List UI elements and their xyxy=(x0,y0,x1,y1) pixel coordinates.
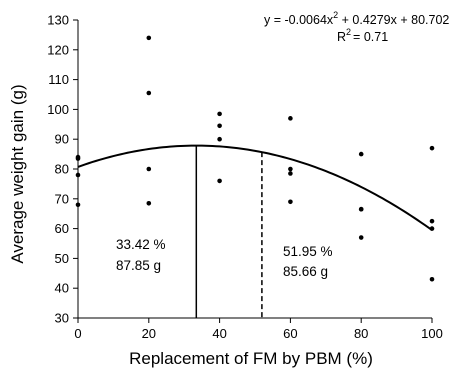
y-tick-label: 90 xyxy=(55,132,69,147)
y-tick-label: 120 xyxy=(47,42,69,57)
data-point xyxy=(217,136,222,142)
plot-area: 30 40 50 60 70 80 90 100 110 120 130 0 20 40 60 80 100 xyxy=(47,13,443,342)
data-point xyxy=(288,171,293,176)
x-tick-label: 80 xyxy=(354,326,368,341)
data-point xyxy=(288,116,293,121)
y-tick-label: 30 xyxy=(55,311,69,326)
regression-equation: y = -0.0064x2 + 0.4279x + 80.702 xyxy=(264,10,449,27)
data-point xyxy=(217,178,222,184)
data-point xyxy=(288,199,293,205)
y-tick-label: 100 xyxy=(47,102,69,117)
data-point xyxy=(75,202,81,208)
data-point xyxy=(217,123,222,129)
x-tick-label: 0 xyxy=(74,326,81,341)
y-tick-label: 80 xyxy=(55,162,69,177)
data-point xyxy=(429,276,435,282)
data-point xyxy=(429,226,435,231)
r-squared-label: R2 = 0.71 xyxy=(337,27,388,44)
data-point xyxy=(146,166,152,172)
data-point xyxy=(75,156,81,161)
optimum-dashed-weight: 85.66 g xyxy=(283,264,328,279)
y-axis-title: Average weight gain (g) xyxy=(8,84,27,263)
x-tick-label: 40 xyxy=(212,326,226,341)
data-point xyxy=(429,145,435,151)
data-point xyxy=(146,35,152,41)
x-axis-title: Replacement of FM by PBM (%) xyxy=(129,349,373,368)
y-tick-label: 50 xyxy=(55,251,69,266)
x-tick-label: 20 xyxy=(142,326,156,341)
y-tick-label: 40 xyxy=(55,281,69,296)
optimum-solid-weight: 87.85 g xyxy=(116,258,161,273)
data-point xyxy=(217,111,222,117)
trendline-curve xyxy=(77,144,433,231)
x-tick-label: 60 xyxy=(283,326,297,341)
data-point xyxy=(429,218,435,224)
data-point xyxy=(358,151,364,157)
optimum-dashed-percent: 51.95 % xyxy=(283,244,333,259)
data-point xyxy=(358,206,364,212)
data-point xyxy=(288,166,293,172)
y-tick-label: 110 xyxy=(48,72,69,87)
y-tick-label: 130 xyxy=(47,13,69,28)
optimum-solid-percent: 33.42 % xyxy=(116,237,166,252)
data-point xyxy=(75,172,81,178)
data-point xyxy=(146,200,152,206)
y-tick-label: 70 xyxy=(55,191,69,206)
data-point xyxy=(358,235,364,240)
y-tick-label: 60 xyxy=(55,221,69,236)
data-point xyxy=(146,90,152,96)
x-tick-label: 100 xyxy=(421,326,443,341)
